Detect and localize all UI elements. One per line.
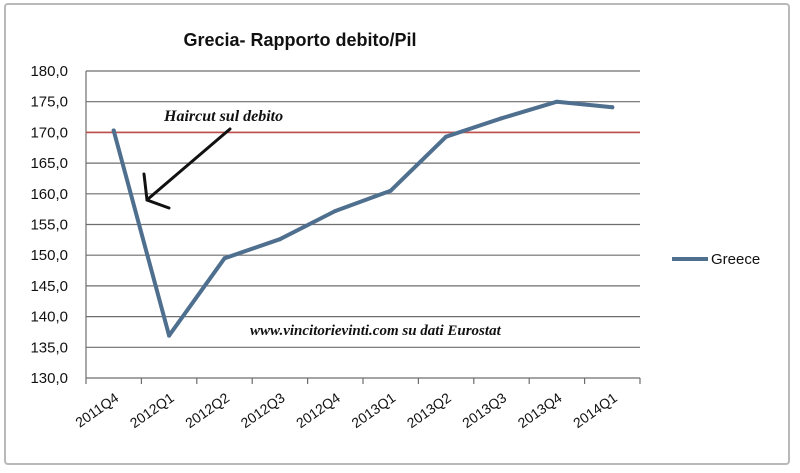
data-point	[167, 333, 172, 338]
y-tick-label: 140,0	[30, 309, 68, 326]
x-tick-label: 2012Q3	[238, 389, 288, 431]
y-tick-label: 155,0	[30, 217, 68, 234]
y-tick-label: 160,0	[30, 186, 68, 203]
x-tick-label: 2011Q4	[72, 389, 121, 430]
x-tick-label: 2012Q4	[293, 389, 343, 431]
y-tick-label: 165,0	[30, 155, 68, 172]
chart-frame	[4, 3, 790, 465]
x-tick-label: 2012Q2	[182, 389, 232, 431]
data-point	[554, 99, 559, 104]
haircut-annotation: Haircut sul debito	[163, 108, 283, 125]
x-axis-ticks: 2011Q4 2012Q1 2012Q2 2012Q3 2012Q4 2013Q1 2013…	[72, 389, 620, 431]
x-tick-label: 2014Q1	[570, 389, 620, 431]
x-tick-label: 2013Q2	[404, 389, 454, 431]
data-point	[111, 128, 116, 133]
y-tick-label: 150,0	[30, 247, 68, 264]
y-tick-label: 180,0	[30, 63, 68, 80]
data-point	[277, 237, 282, 242]
chart-title: Grecia- Rapporto debito/Pil	[183, 30, 416, 50]
data-point	[610, 105, 615, 110]
y-tick-label: 175,0	[30, 94, 68, 111]
data-point	[444, 134, 449, 139]
x-tick-label: 2013Q1	[348, 389, 398, 431]
arrow-icon	[142, 127, 232, 210]
data-point	[388, 188, 393, 193]
y-tick-label: 145,0	[30, 278, 68, 295]
annotations: Haircut sul debito www.vincitorievinti.c…	[142, 108, 502, 339]
y-tick-label: 170,0	[30, 124, 68, 141]
series-lines	[111, 99, 615, 338]
y-tick-label: 130,0	[30, 370, 68, 387]
source-annotation: www.vincitorievinti.com su dati Eurostat	[250, 323, 502, 339]
y-axis-ticks: 130,0 135,0 140,0 145,0 150,0 155,0 160,0 165,0…	[30, 63, 68, 387]
legend-label-greece: Greece	[711, 251, 760, 268]
legend: Greece	[672, 251, 760, 268]
data-point	[222, 256, 227, 261]
x-tick-label: 2013Q3	[459, 389, 509, 431]
y-tick-label: 135,0	[30, 339, 68, 356]
series-line-greece	[111, 99, 615, 338]
data-point	[333, 208, 338, 213]
data-point	[499, 116, 504, 121]
x-tick-label: 2013Q4	[515, 389, 565, 431]
x-tick-label: 2012Q1	[127, 389, 177, 431]
